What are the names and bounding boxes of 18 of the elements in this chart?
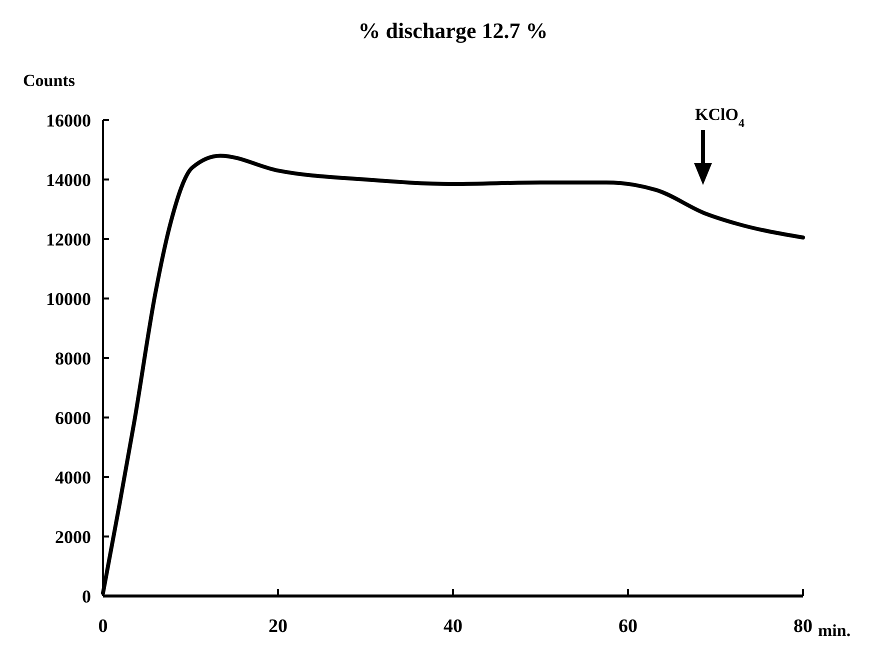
y-tick-label: 12000: [46, 229, 91, 250]
x-tick-label: 80: [794, 616, 812, 637]
annotation: KClO$_{4}$: [695, 105, 744, 130]
y-tick-label: 16000: [46, 110, 91, 130]
x-tick-label: 60: [618, 616, 638, 637]
y-tick-label: 10000: [46, 288, 91, 309]
y-tick-label: 14000: [46, 170, 91, 190]
y-tick-label: 6000: [55, 408, 91, 428]
x-tick-label: 0: [98, 616, 108, 637]
y-axis-title: Counts: [23, 71, 76, 90]
y-tick-label: 8000: [55, 348, 91, 368]
y-tick-label: 4000: [55, 467, 91, 488]
x-axis-title: min.: [818, 621, 851, 640]
x-tick-label: 20: [268, 616, 288, 637]
y-tick-label: 2000: [55, 526, 91, 547]
x-tick-label: 40: [444, 616, 462, 637]
y-tick-label: 0: [82, 586, 91, 606]
chart-title: % discharge 12.7 %: [358, 18, 548, 43]
